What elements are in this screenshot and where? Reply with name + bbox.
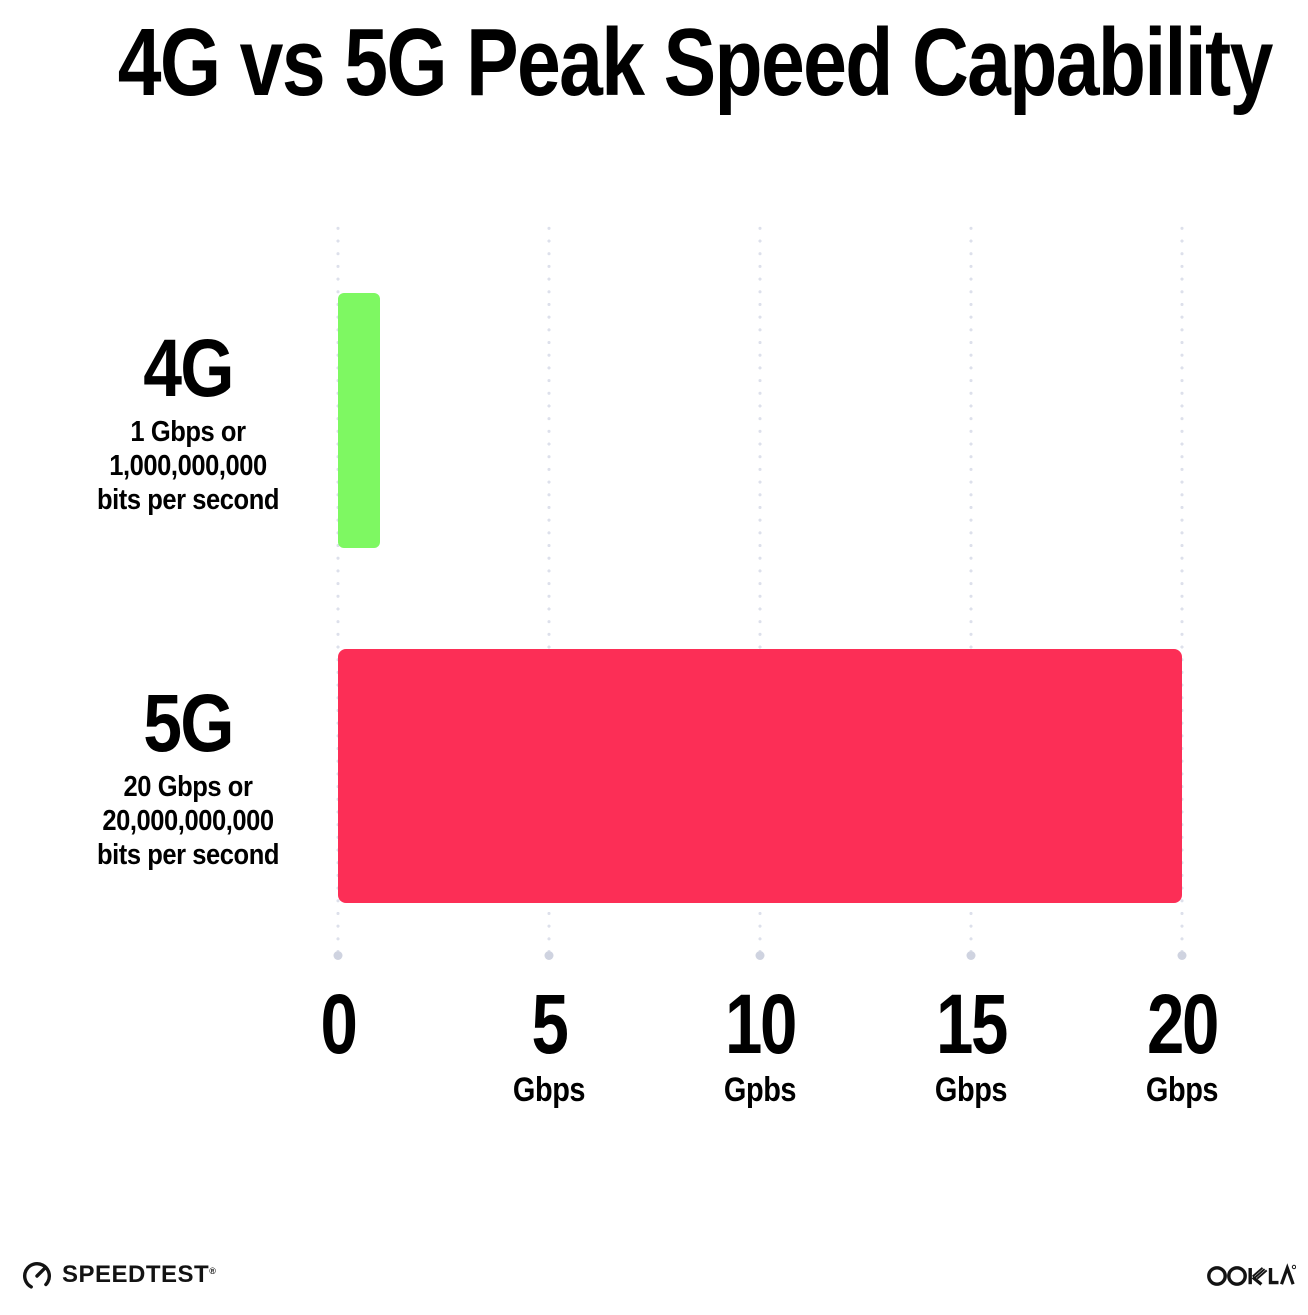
bar-5g xyxy=(338,649,1182,903)
category-sublabel-5g: 20 Gbps or 20,000,000,000 bits per second xyxy=(69,770,307,872)
gridline-20 xyxy=(1180,222,1184,951)
x-tick-unit: Gbps xyxy=(512,1071,586,1109)
x-tick-15: 15 Gbps xyxy=(927,980,1014,1108)
sublabel-line: 1,000,000,000 xyxy=(109,449,267,482)
x-tick-number: 10 xyxy=(725,977,797,1071)
x-tick-0: 0 xyxy=(316,980,360,1068)
gridline-0 xyxy=(336,222,340,951)
x-tick-number: 15 xyxy=(936,977,1008,1071)
sublabel-line: bits per second xyxy=(96,483,279,516)
x-tick-number: 20 xyxy=(1147,977,1219,1071)
x-tick-unit: Gpbs xyxy=(723,1071,797,1109)
category-sublabel-4g: 1 Gbps or 1,000,000,000 bits per second xyxy=(69,415,307,517)
x-tick-10: 10 Gpbs xyxy=(716,980,803,1108)
gridline-5 xyxy=(547,222,551,951)
speedtest-logo: SPEEDTEST® xyxy=(20,1258,216,1292)
category-label-5g: 5G xyxy=(143,678,234,769)
ookla-logo xyxy=(1206,1256,1297,1295)
ookla-wordmark-icon xyxy=(1207,1263,1297,1286)
speedtest-wordmark: SPEEDTEST® xyxy=(62,1261,217,1288)
x-tick-unit: Gbps xyxy=(1145,1071,1219,1109)
row-label-5g: 5G 20 Gbps or 20,000,000,000 bits per secon… xyxy=(53,680,323,872)
x-axis: 0 5 Gbps 10 Gpbs 15 Gbps 20 Gbps xyxy=(321,980,1220,1108)
category-label-4g: 4G xyxy=(143,322,234,414)
chart-title: 4G vs 5G Peak Speed Capability xyxy=(117,9,1274,116)
footer: SPEEDTEST® xyxy=(0,1252,1308,1300)
row-label-4g: 4G 1 Gbps or 1,000,000,000 bits per second xyxy=(53,322,323,517)
x-tick-number: 0 xyxy=(320,977,358,1071)
sublabel-line: bits per second xyxy=(96,839,279,871)
sublabel-line: 20 Gbps or xyxy=(123,771,253,803)
bar-chart: 4G 1 Gbps or 1,000,000,000 bits per second 5… xyxy=(97,222,1219,1108)
x-tick-5: 5 Gbps xyxy=(507,980,592,1108)
x-tick-unit: Gbps xyxy=(934,1071,1008,1109)
sublabel-line: 1 Gbps or xyxy=(130,415,246,448)
x-tick-20: 20 Gbps xyxy=(1138,980,1225,1108)
gridline-10 xyxy=(758,222,762,951)
x-tick-number: 5 xyxy=(531,977,569,1071)
bar-4g xyxy=(338,293,381,548)
speedtest-trademark: ® xyxy=(209,1266,217,1276)
sublabel-line: 20,000,000,000 xyxy=(102,805,274,837)
gridline-15 xyxy=(969,222,973,951)
speedtest-gauge-icon xyxy=(22,1261,52,1291)
